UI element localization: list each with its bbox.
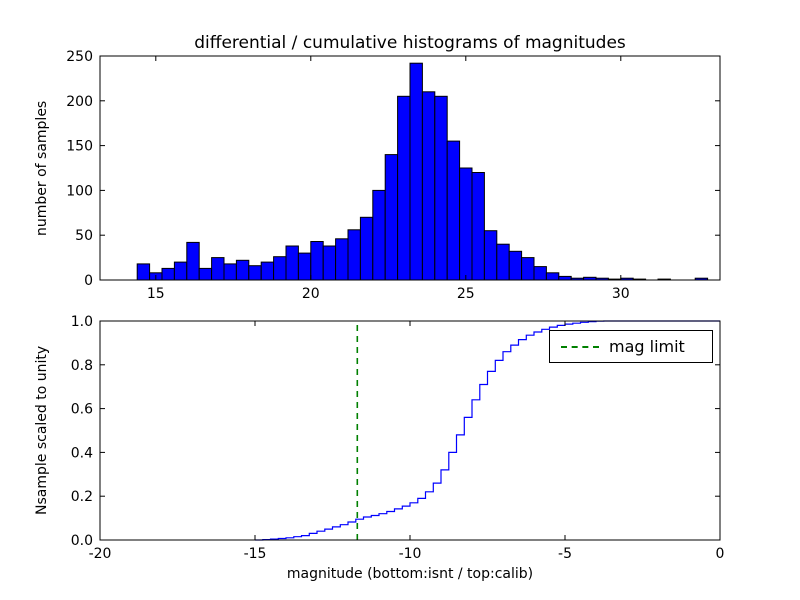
x-tick-label: 30 (612, 286, 630, 302)
histogram-bar (211, 257, 225, 281)
histogram-bar (136, 263, 151, 281)
histogram-bar (521, 257, 535, 281)
x-tick-label: 20 (302, 286, 320, 302)
histogram-bar (223, 263, 237, 281)
histogram-bar (397, 95, 411, 281)
y-tick-label: 250 (66, 49, 93, 65)
x-tick-label: -15 (244, 546, 267, 562)
cumulative-curve (255, 320, 720, 541)
legend-label: mag limit (609, 337, 685, 356)
histogram-bar (161, 267, 175, 281)
x-tick-label: -10 (399, 546, 422, 562)
histogram-bar (235, 259, 250, 281)
y-tick-label: 0.2 (71, 489, 93, 505)
y-tick-label: 0.6 (71, 402, 93, 418)
histogram-bar (533, 266, 547, 281)
y-tick-label: 0 (84, 273, 93, 289)
legend-box: mag limit (549, 330, 713, 363)
histogram-bar (273, 256, 287, 281)
histogram-bar (186, 241, 200, 281)
histogram-bar (409, 62, 423, 281)
x-tick-label: -20 (89, 546, 112, 562)
histogram-bar (322, 245, 337, 281)
top-spines (99, 55, 721, 281)
histogram-bar (384, 154, 399, 281)
y-tick-label: 150 (66, 139, 93, 155)
y-tick-label: 0.4 (71, 445, 93, 461)
y-tick-label: 100 (66, 183, 93, 199)
bottom-spines (99, 320, 721, 541)
y-tick-label: 0.8 (71, 358, 93, 374)
y-tick-label: 1.0 (71, 314, 93, 330)
histogram-bar (483, 230, 498, 281)
histogram-bar (471, 172, 485, 281)
x-tick-label: 25 (457, 286, 475, 302)
bottom-y-axis-label: Nsample scaled to unity (34, 345, 50, 516)
histogram-bar (446, 140, 461, 281)
x-tick-label: 15 (147, 286, 165, 302)
histogram-bar (434, 95, 448, 281)
y-tick-label: 50 (75, 228, 93, 244)
histogram-bar (173, 261, 188, 281)
dashed-line-icon (561, 345, 599, 348)
x-tick-label: 0 (716, 546, 725, 562)
histogram-bar (359, 216, 374, 281)
bottom-axes: -20 -15 -10 -5 0 0.0 0.2 0.4 0.6 0.8 1.0 (71, 314, 725, 562)
chart-title: differential / cumulative histograms of … (194, 33, 626, 53)
histogram-bar (248, 265, 262, 281)
histogram-bar (558, 275, 572, 281)
top-axes: 15 20 25 30 0 50 100 150 200 250 (66, 49, 721, 302)
histogram-bar (372, 189, 386, 281)
histogram-bars (136, 62, 709, 281)
top-y-axis-label: number of samples (34, 100, 50, 236)
histogram-bar (335, 238, 349, 281)
bottom-x-axis-label: magnitude (bottom:isnt / top:calib) (286, 566, 534, 582)
histogram-bar (347, 229, 361, 281)
y-tick-label: 200 (66, 94, 93, 110)
histogram-bar (297, 252, 312, 281)
histogram-bar (285, 245, 299, 281)
histogram-bar (496, 243, 510, 281)
histogram-bar (545, 272, 560, 281)
y-tick-label: 0.0 (71, 533, 93, 549)
histogram-bar (260, 261, 275, 281)
histogram-bar (421, 91, 436, 281)
histogram-bar (508, 250, 523, 281)
x-tick-label: -5 (558, 546, 572, 562)
histogram-bar (310, 241, 324, 281)
histogram-bar (459, 167, 473, 281)
histogram-bar (198, 267, 213, 281)
